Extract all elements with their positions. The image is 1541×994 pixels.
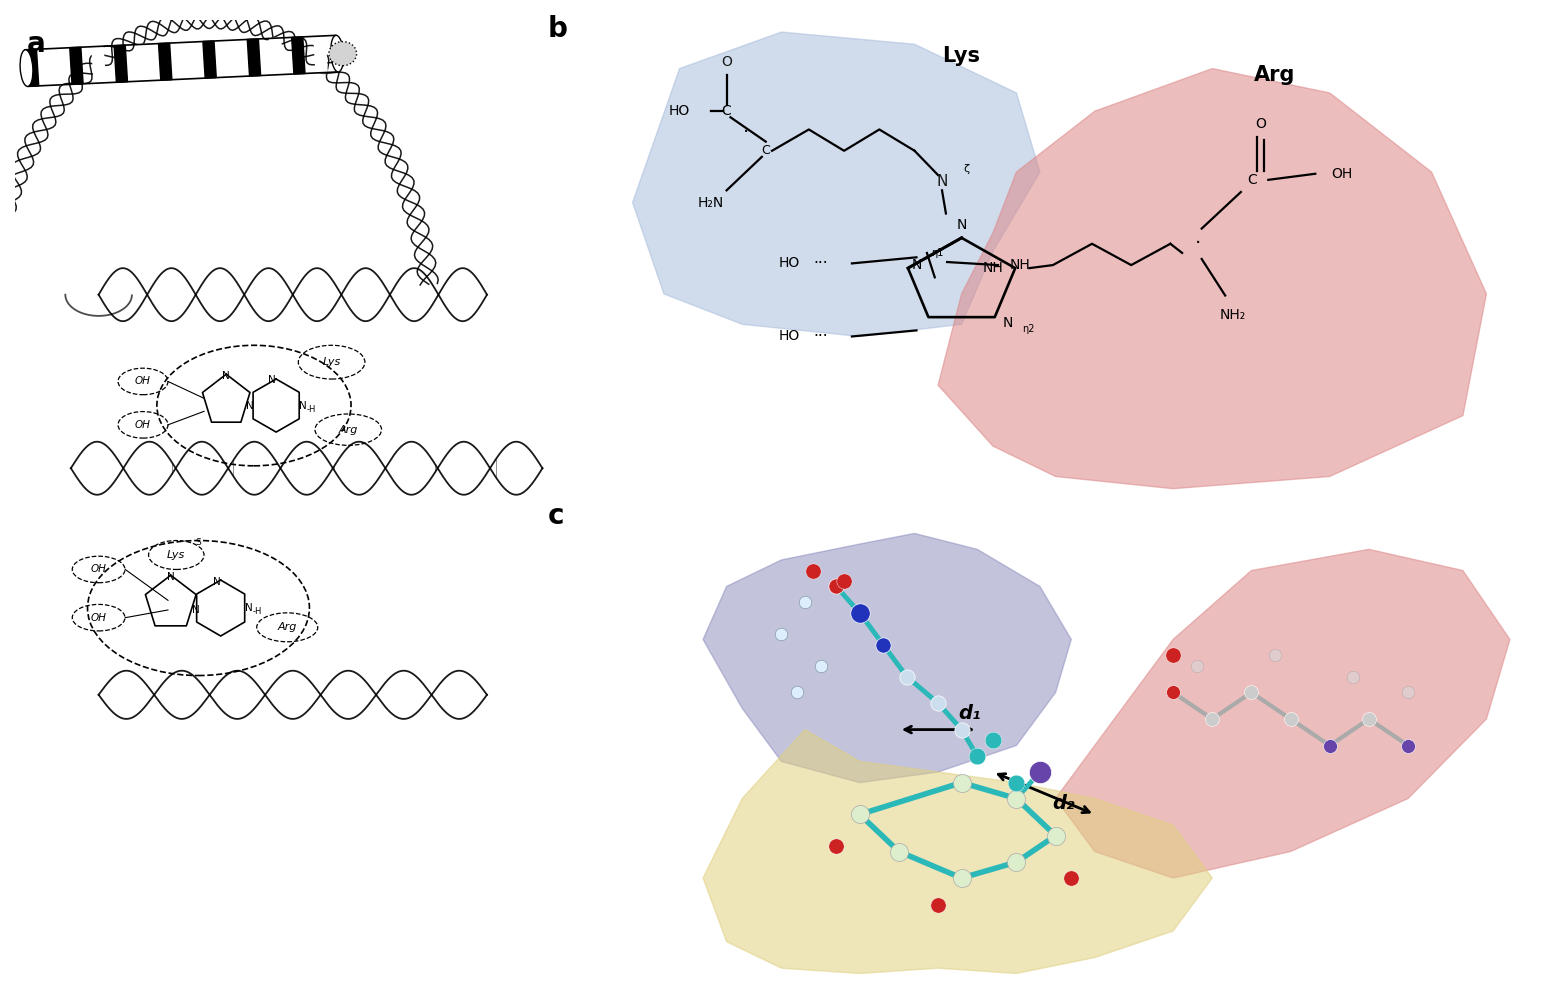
Text: OH: OH xyxy=(136,419,151,429)
Polygon shape xyxy=(270,38,284,75)
Text: OH: OH xyxy=(91,565,106,575)
Text: Lys: Lys xyxy=(166,550,185,560)
Polygon shape xyxy=(25,50,39,86)
Text: ζ: ζ xyxy=(963,164,969,174)
Text: OH: OH xyxy=(1331,167,1351,181)
Text: N: N xyxy=(937,174,948,189)
Text: O: O xyxy=(721,55,732,69)
Text: NH: NH xyxy=(1009,258,1031,272)
Polygon shape xyxy=(69,47,83,84)
Text: N: N xyxy=(245,401,253,411)
Text: O: O xyxy=(1254,117,1265,131)
Polygon shape xyxy=(938,69,1487,489)
Text: H₂N: H₂N xyxy=(698,196,724,210)
Polygon shape xyxy=(48,49,62,85)
Polygon shape xyxy=(703,730,1213,973)
Polygon shape xyxy=(1056,550,1510,878)
Text: d₂: d₂ xyxy=(1053,794,1074,813)
Polygon shape xyxy=(314,36,327,73)
Text: Lys: Lys xyxy=(943,47,980,67)
Text: Lys: Lys xyxy=(322,357,341,367)
Text: η2: η2 xyxy=(1022,324,1034,334)
Text: N: N xyxy=(222,371,230,381)
Text: OH: OH xyxy=(136,377,151,387)
Ellipse shape xyxy=(331,36,344,72)
Text: N: N xyxy=(245,603,253,613)
Text: η1: η1 xyxy=(931,248,943,257)
Polygon shape xyxy=(180,42,194,80)
Ellipse shape xyxy=(20,50,32,86)
Text: HO: HO xyxy=(778,256,800,270)
Text: S: S xyxy=(196,539,202,548)
Text: ·: · xyxy=(1194,235,1200,253)
Text: N: N xyxy=(1003,316,1012,330)
Text: N: N xyxy=(191,605,200,615)
Text: NH: NH xyxy=(983,261,1003,275)
Text: -H: -H xyxy=(253,607,262,616)
Polygon shape xyxy=(203,41,216,79)
Polygon shape xyxy=(247,39,260,77)
Text: a: a xyxy=(26,30,45,58)
Text: C: C xyxy=(1248,173,1257,187)
Polygon shape xyxy=(703,534,1071,782)
Text: N: N xyxy=(214,577,222,586)
Text: N: N xyxy=(268,376,276,386)
Text: d₁: d₁ xyxy=(959,704,980,724)
Polygon shape xyxy=(159,43,173,81)
Text: b: b xyxy=(549,15,567,43)
Text: NH₂: NH₂ xyxy=(1220,308,1247,322)
Text: ···: ··· xyxy=(814,329,828,344)
Text: OH: OH xyxy=(91,612,106,622)
Text: -H: -H xyxy=(307,405,316,414)
Polygon shape xyxy=(291,37,305,74)
Polygon shape xyxy=(114,45,128,83)
Text: C: C xyxy=(761,144,770,157)
Text: c: c xyxy=(549,502,564,530)
Text: Arg: Arg xyxy=(1254,65,1296,84)
Text: HO: HO xyxy=(669,104,690,118)
Text: ·: · xyxy=(743,123,749,142)
Polygon shape xyxy=(225,40,239,78)
Text: N: N xyxy=(957,218,966,232)
Text: Arg: Arg xyxy=(339,424,358,434)
Text: C: C xyxy=(721,104,732,118)
Ellipse shape xyxy=(328,42,356,66)
Text: N: N xyxy=(912,258,922,272)
Polygon shape xyxy=(632,32,1040,336)
Text: N: N xyxy=(166,572,174,581)
Polygon shape xyxy=(92,46,105,83)
Text: HO: HO xyxy=(778,329,800,344)
Text: N: N xyxy=(299,401,307,411)
Text: ···: ··· xyxy=(814,255,828,271)
Polygon shape xyxy=(136,44,149,82)
Text: Arg: Arg xyxy=(277,622,297,632)
